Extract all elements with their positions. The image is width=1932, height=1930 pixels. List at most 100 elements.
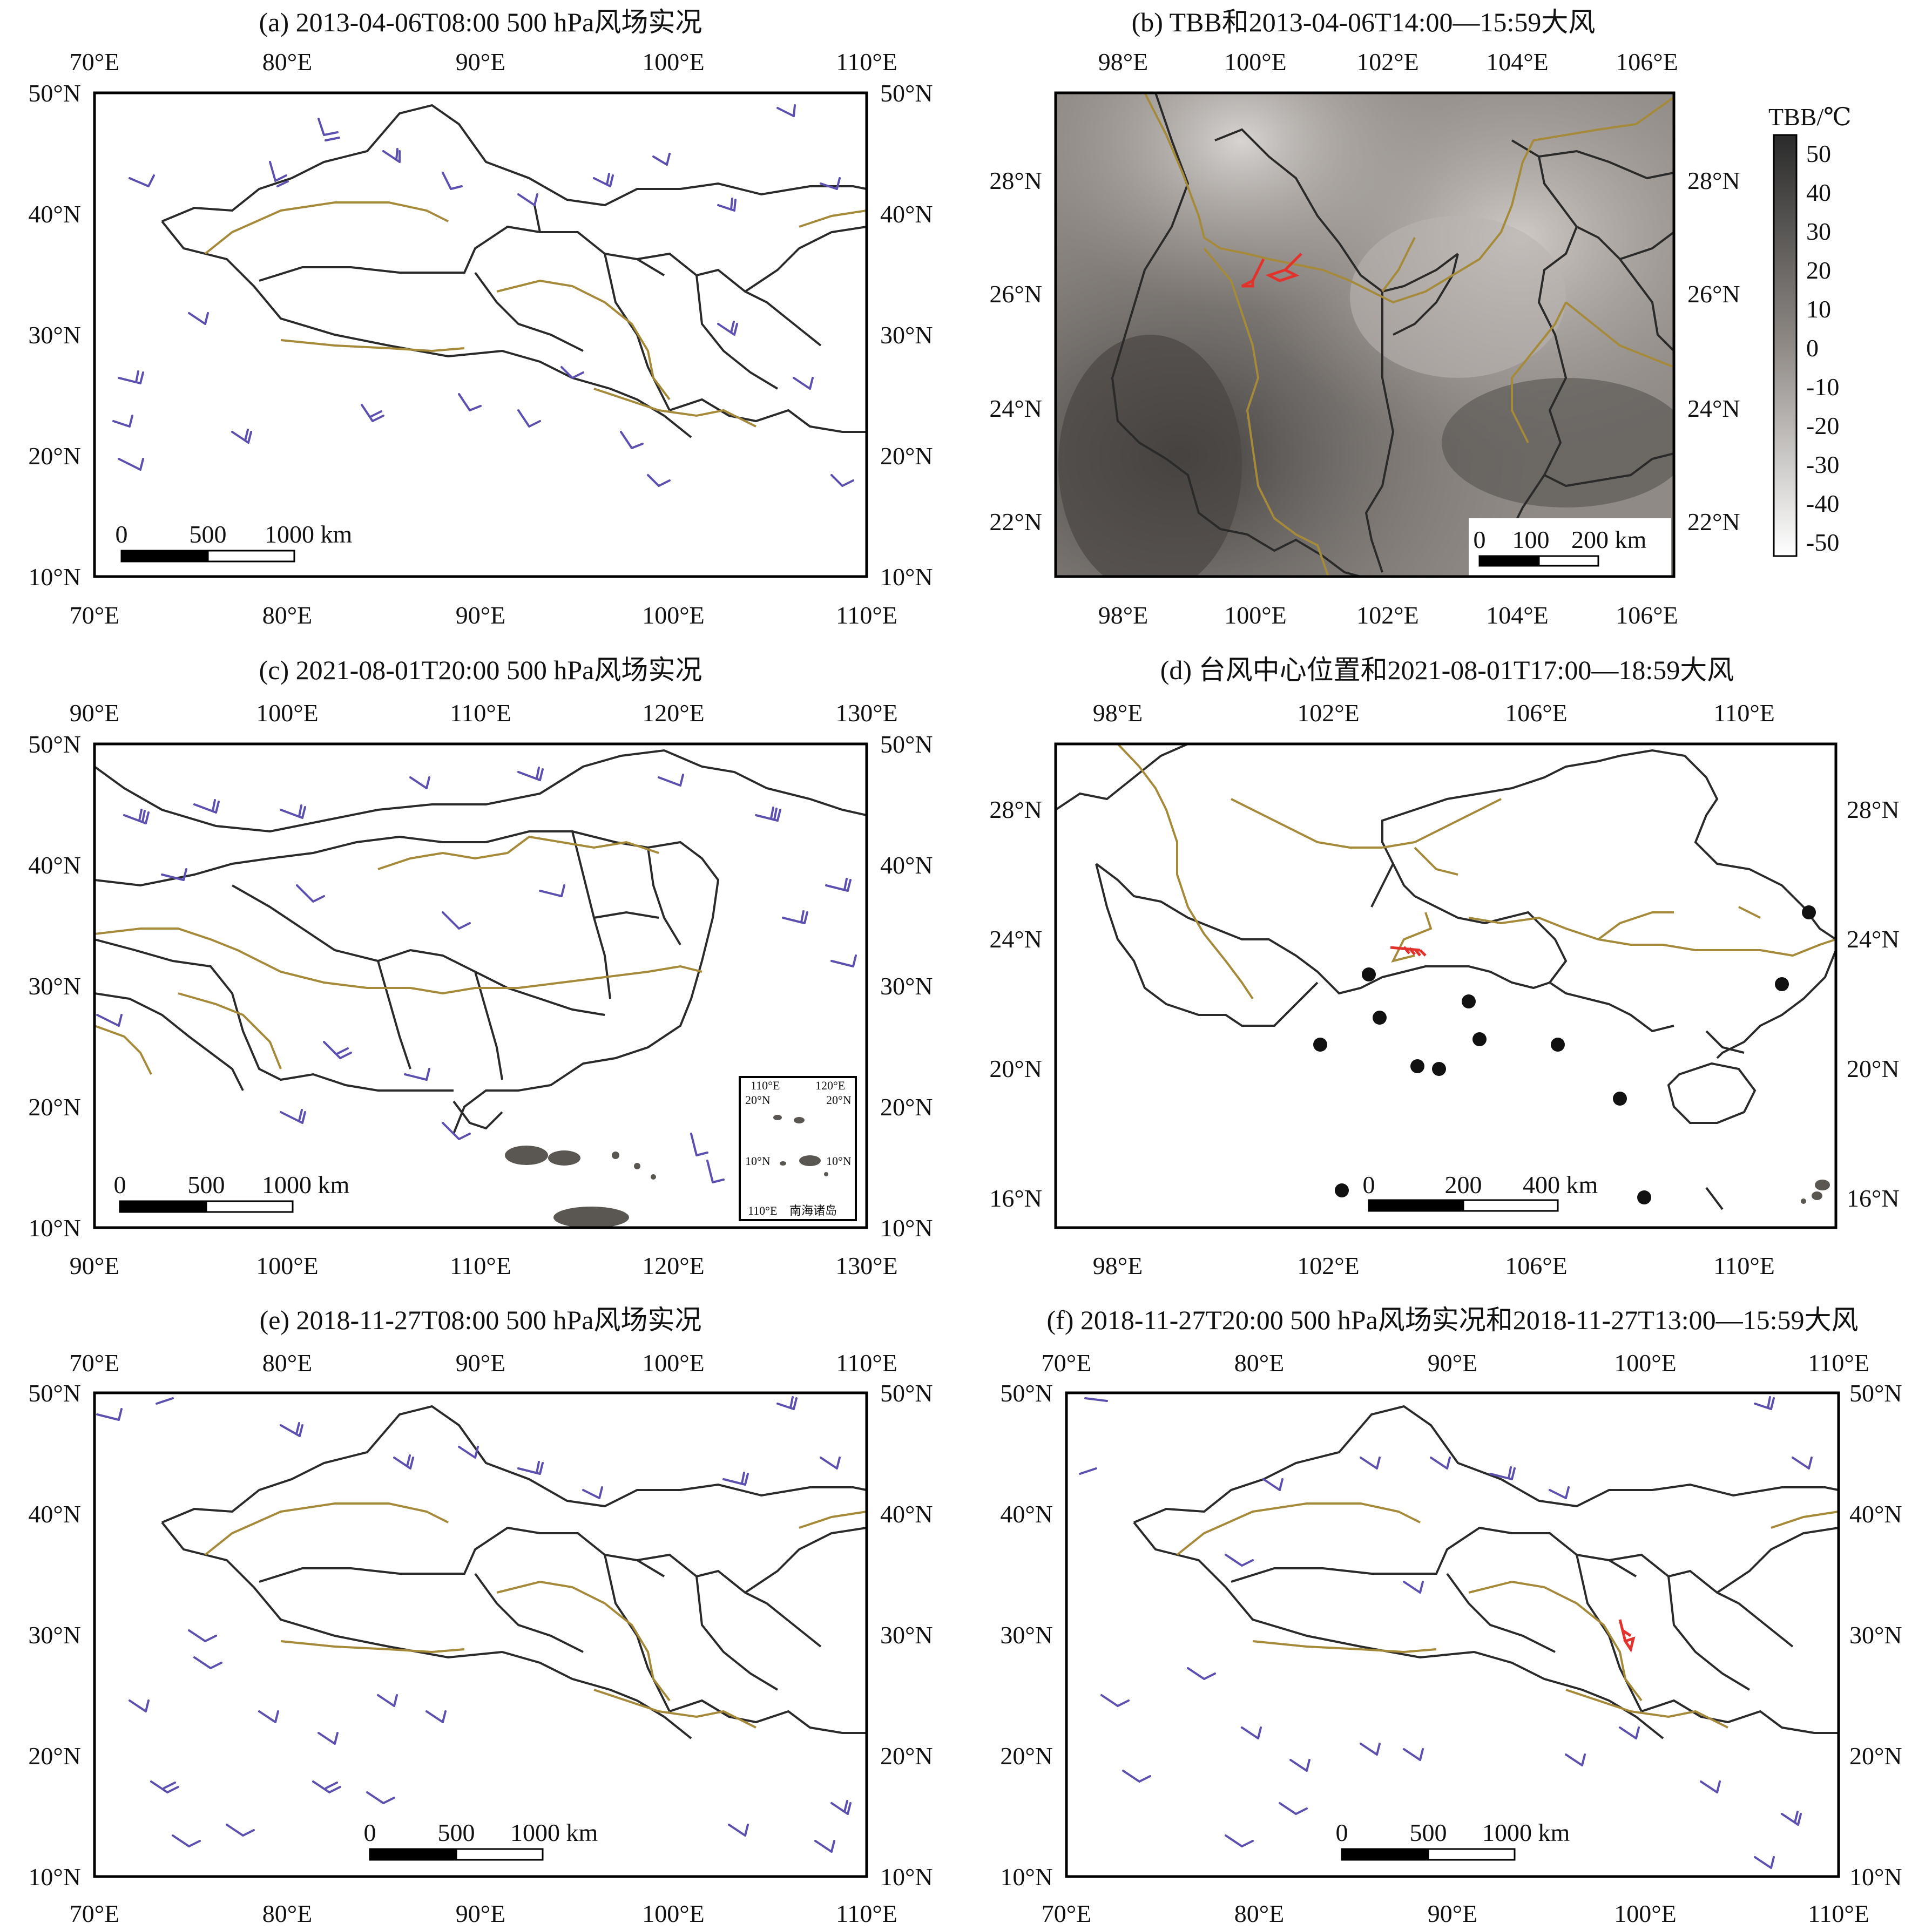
scale-label: 200 km <box>1571 526 1647 553</box>
tbb-colorbar: TBB/℃ 50 40 30 20 10 0 -10 -20 -30 -40 -… <box>1768 103 1852 557</box>
typhoon-center <box>1802 905 1816 919</box>
tick-label: 102°E <box>1356 601 1419 629</box>
tick-label: 130°E <box>835 1252 898 1279</box>
tick-label: 70°E <box>70 1900 120 1927</box>
inset-tick-label: 120°E <box>815 1079 845 1092</box>
tick-label: 20°N <box>989 1055 1042 1082</box>
tick-label: 20°N <box>1849 1742 1902 1770</box>
panel-f: (f) 2018-11-27T20:00 500 hPa风场实况和2018-11… <box>1000 1305 1902 1927</box>
tick-label: 70°E <box>1042 1900 1092 1927</box>
colorbar-label: -50 <box>1806 529 1839 556</box>
tick-label: 90°E <box>1428 1900 1478 1927</box>
tick-label: 90°E <box>70 699 120 727</box>
panel-c-scale-bar: 0 500 1000 km <box>114 1171 350 1213</box>
tick-label: 98°E <box>1093 1252 1143 1279</box>
tick-label: 70°E <box>1042 1349 1092 1377</box>
panel-f-scale-bar: 0 500 1000 km <box>1336 1819 1570 1861</box>
colorbar-label: 0 <box>1806 334 1819 362</box>
china-border <box>161 1405 867 1523</box>
gale-barbs <box>1241 253 1302 288</box>
panel-e-right-ticks: 50°N 40°N 30°N 20°N 10°N <box>880 1379 933 1891</box>
panel-e-map <box>96 1396 867 1853</box>
gale-barbs <box>1390 946 1427 957</box>
tick-label: 24°N <box>989 395 1042 422</box>
panel-a-bottom-ticks: 70°E 80°E 90°E 100°E 110°E <box>70 601 897 629</box>
tick-label: 98°E <box>1098 48 1149 76</box>
scale-label: 0 <box>364 1819 376 1846</box>
tick-label: 100°E <box>1614 1349 1677 1377</box>
tick-label: 100°E <box>1224 601 1287 629</box>
tick-label: 110°E <box>1713 699 1775 727</box>
tick-label: 50°N <box>1000 1379 1053 1407</box>
tick-label: 16°N <box>1847 1184 1900 1212</box>
panel-f-bottom-ticks: 70°E 80°E 90°E 100°E 110°E <box>1042 1900 1869 1927</box>
wind-barbs <box>96 1396 852 1853</box>
tick-label: 20°N <box>880 1742 933 1770</box>
tick-label: 80°E <box>262 48 313 76</box>
tick-label: 100°E <box>642 1900 705 1927</box>
panel-b-right-ticks: 28°N 26°N 24°N 22°N <box>1687 167 1740 536</box>
tick-label: 98°E <box>1093 699 1143 727</box>
tick-label: 80°E <box>262 1349 313 1377</box>
tick-label: 106°E <box>1505 699 1568 727</box>
tick-label: 110°E <box>836 48 897 76</box>
panel-c-title: (c) 2021-08-01T20:00 500 hPa风场实况 <box>259 655 702 685</box>
colorbar-label: 50 <box>1806 140 1831 167</box>
scale-label: 500 <box>438 1819 475 1846</box>
tick-label: 10°N <box>1849 1863 1902 1891</box>
colorbar-label: 40 <box>1806 179 1831 206</box>
wind-barbs <box>96 767 857 1183</box>
inset-tick-label: 110°E <box>748 1204 777 1217</box>
scale-label: 1000 km <box>262 1171 350 1198</box>
tick-label: 90°E <box>1428 1349 1478 1377</box>
tick-label: 24°N <box>1847 925 1900 953</box>
rivers <box>204 1502 867 1729</box>
province-borders <box>1133 1521 1839 1739</box>
tick-label: 40°N <box>28 851 81 879</box>
tick-label: 110°E <box>1808 1349 1869 1377</box>
rivers <box>94 835 702 1075</box>
tick-label: 100°E <box>256 1252 319 1279</box>
colorbar-title: TBB/℃ <box>1768 103 1852 131</box>
panel-f-frame <box>1065 1391 1840 1878</box>
panel-b-scale-bar: 0 100 200 km <box>1469 518 1671 577</box>
tick-label: 130°E <box>835 699 898 727</box>
tick-label: 20°N <box>880 442 933 470</box>
typhoon-center <box>1335 1183 1349 1197</box>
tick-label: 28°N <box>989 167 1042 194</box>
panel-e-scale-bar: 0 500 1000 km <box>364 1819 598 1861</box>
tick-label: 106°E <box>1505 1252 1568 1279</box>
panel-f-title: (f) 2018-11-27T20:00 500 hPa风场实况和2018-11… <box>1046 1305 1858 1335</box>
panel-c-right-ticks: 50°N 40°N 30°N 20°N 10°N <box>880 730 933 1242</box>
rivers <box>1144 93 1674 577</box>
scale-label: 0 <box>1363 1171 1375 1198</box>
tick-label: 80°E <box>1234 1900 1285 1927</box>
scale-label: 1000 km <box>1482 1819 1570 1846</box>
tick-label: 90°E <box>70 1252 120 1279</box>
colorbar-label: -10 <box>1806 373 1839 401</box>
china-border <box>161 104 867 222</box>
tick-label: 20°N <box>1847 1055 1900 1082</box>
scale-label: 500 <box>188 1171 225 1198</box>
scale-label: 500 <box>1410 1819 1447 1846</box>
tick-label: 10°N <box>28 563 81 591</box>
inset-tick-label: 20°N <box>745 1093 771 1107</box>
tick-label: 110°E <box>1808 1900 1869 1927</box>
province-borders <box>1056 744 1836 1210</box>
panel-b-title: (b) TBB和2013-04-06T14:00—15:59大风 <box>1132 7 1596 37</box>
panel-c-frame <box>93 742 868 1229</box>
tick-label: 26°N <box>1687 280 1740 308</box>
islands <box>1801 1180 1830 1204</box>
panel-a-top-ticks: 70°E 80°E 90°E 100°E 110°E <box>70 48 897 76</box>
tick-label: 30°N <box>880 1621 933 1649</box>
tick-label: 40°N <box>28 1500 81 1528</box>
tick-label: 120°E <box>642 1252 705 1279</box>
tick-label: 104°E <box>1486 48 1549 76</box>
tick-label: 10°N <box>28 1214 81 1242</box>
inset-tick-label: 10°N <box>745 1154 771 1168</box>
tick-label: 20°N <box>28 1742 81 1770</box>
tick-label: 40°N <box>880 200 933 228</box>
province-borders <box>161 1521 867 1739</box>
tick-label: 104°E <box>1486 601 1549 629</box>
tick-label: 50°N <box>880 730 933 758</box>
